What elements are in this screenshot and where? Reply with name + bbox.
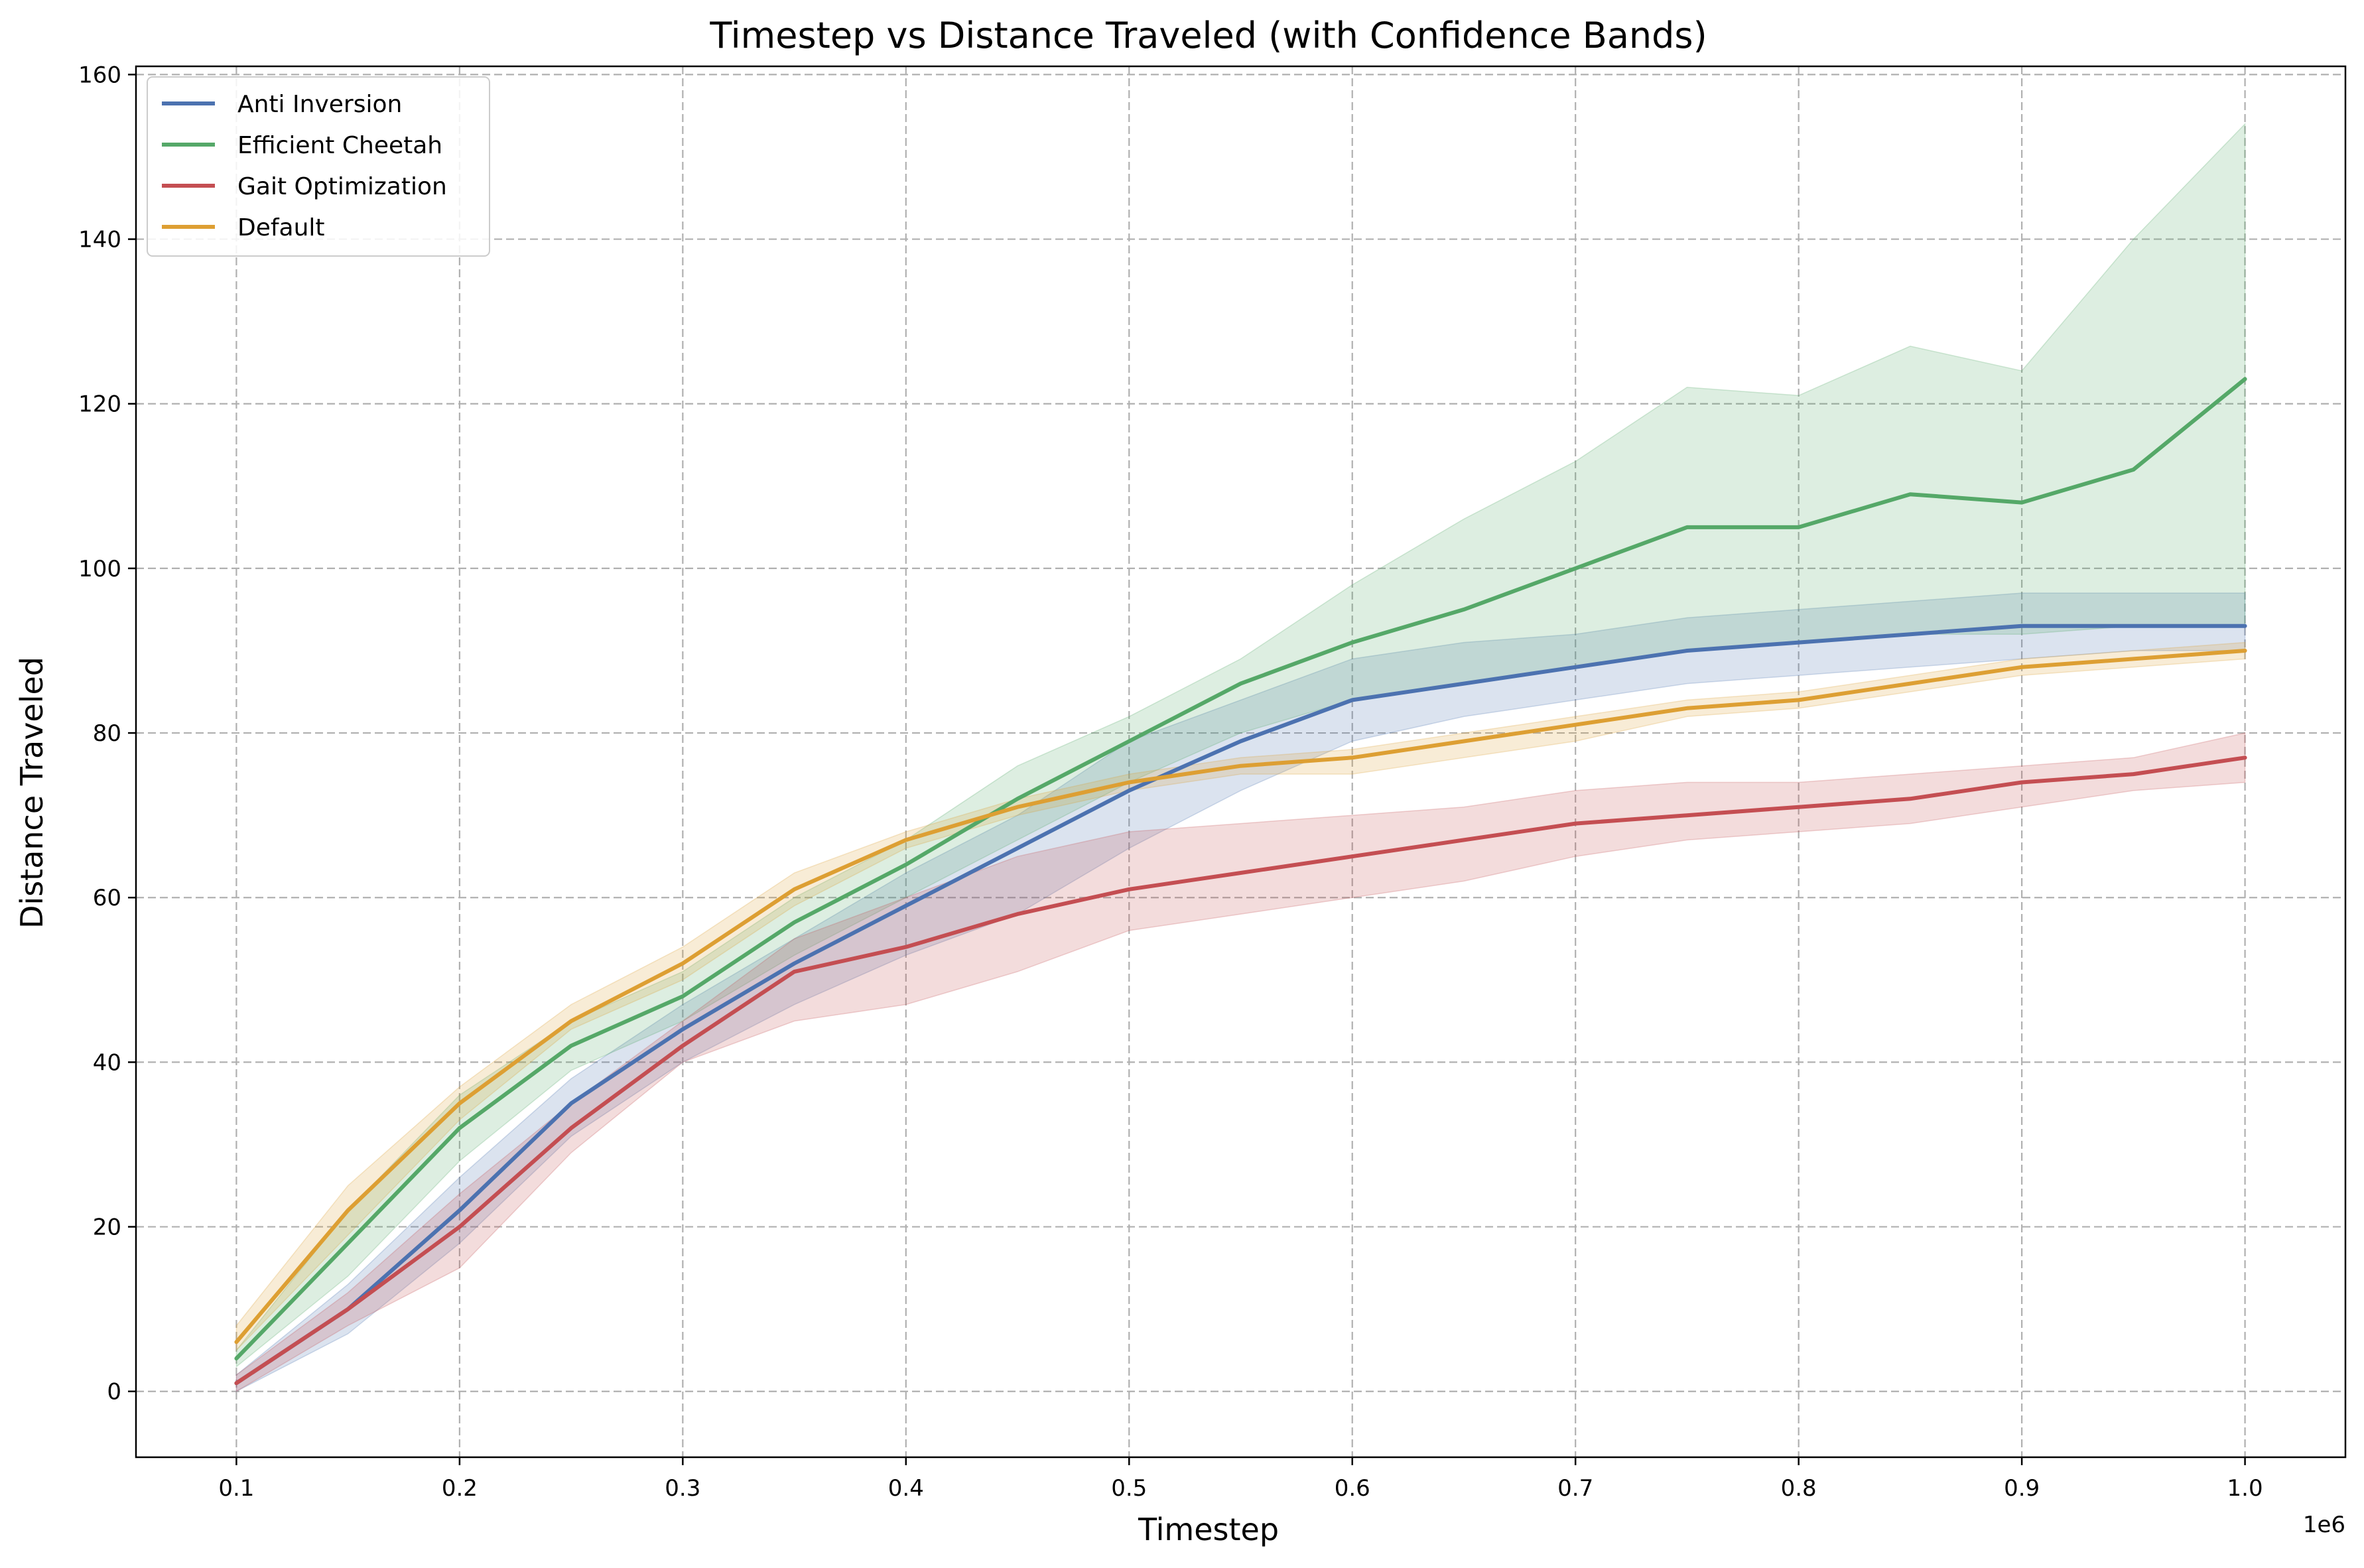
line-gait-optimization — [234, 755, 2247, 1386]
y-tick-label: 60 — [93, 885, 121, 911]
x-tick-label: 0.3 — [665, 1475, 700, 1502]
line-default — [234, 649, 2247, 1344]
band-default — [235, 641, 2246, 1352]
legend-label: Default — [237, 214, 325, 241]
y-tick-label: 40 — [93, 1049, 121, 1076]
legend-label: Anti Inversion — [237, 91, 402, 118]
confidence-bands — [235, 123, 2246, 1393]
y-tick-label: 120 — [78, 391, 121, 418]
line-efficient-cheetah — [234, 377, 2247, 1361]
x-tick-label: 0.2 — [442, 1475, 478, 1502]
y-tick-label: 140 — [78, 227, 121, 253]
legend-label: Gait Optimization — [237, 173, 447, 200]
line-anti-inversion — [234, 623, 2247, 1386]
x-tick-label: 0.4 — [888, 1475, 924, 1502]
x-tick-label: 0.8 — [1781, 1475, 1817, 1502]
plot-frame — [135, 65, 2347, 1459]
x-axis-label: Timestep — [1138, 1512, 1279, 1547]
legend: Anti Inversion Efficient Cheetah Gait Opti… — [147, 76, 490, 257]
x-axis-offset-label: 1e6 — [2303, 1512, 2345, 1538]
legend-box — [147, 76, 490, 257]
axis-ticks: 0.1 0.2 0.3 0.4 0.5 0.6 0.7 0.8 0.9 1.0 0 20 40 60 80 1… — [78, 62, 2263, 1502]
y-tick-label: 80 — [93, 720, 121, 747]
y-tick-label: 20 — [93, 1214, 121, 1241]
y-tick-label: 100 — [78, 556, 121, 582]
grid — [136, 66, 2345, 1457]
x-tick-label: 0.6 — [1335, 1475, 1370, 1502]
y-tick-label: 160 — [78, 62, 121, 88]
legend-label: Efficient Cheetah — [237, 132, 442, 159]
x-tick-label: 1.0 — [2227, 1475, 2263, 1502]
chart-title: Timestep vs Distance Traveled (with Conf… — [709, 15, 1707, 56]
x-tick-label: 0.9 — [2004, 1475, 2040, 1502]
x-tick-label: 0.5 — [1111, 1475, 1147, 1502]
y-axis-label: Distance Traveled — [14, 657, 50, 929]
y-tick-label: 0 — [107, 1379, 121, 1405]
x-tick-label: 0.1 — [218, 1475, 254, 1502]
band-gait-optimization — [235, 732, 2246, 1393]
x-tick-label: 0.7 — [1557, 1475, 1593, 1502]
series-lines — [234, 377, 2247, 1386]
